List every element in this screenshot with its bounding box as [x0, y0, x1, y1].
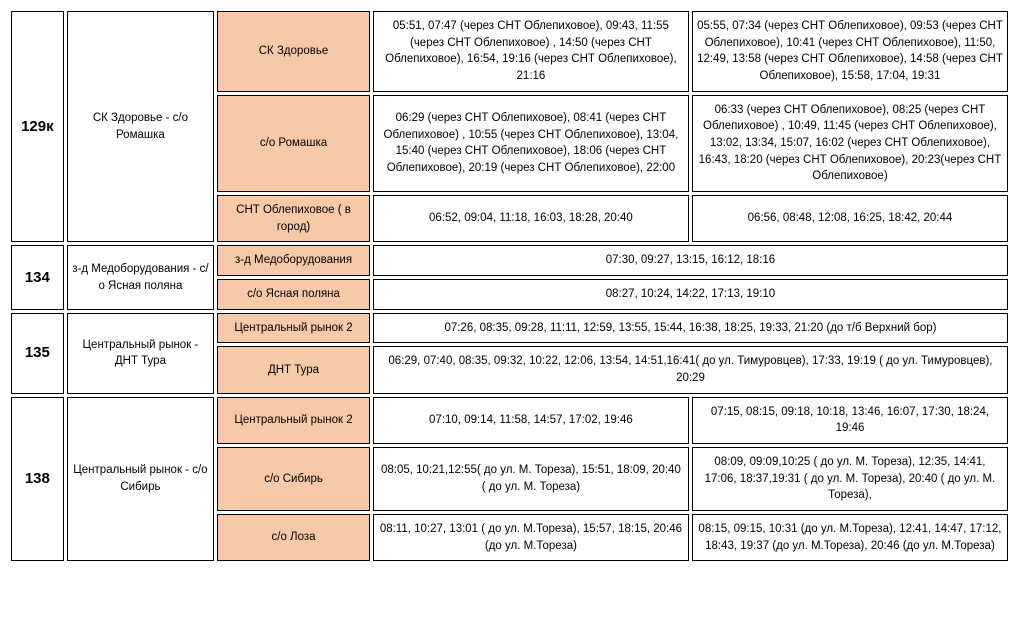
- times-a: 07:10, 09:14, 11:58, 14:57, 17:02, 19:46: [373, 397, 689, 444]
- stop-name: Центральный рынок 2: [217, 313, 370, 344]
- route-name: СК Здоровье - с/о Ромашка: [67, 11, 214, 242]
- stop-name: с/о Ромашка: [217, 95, 370, 192]
- route-number: 135: [11, 313, 64, 394]
- stop-name: с/о Сибирь: [217, 447, 370, 511]
- times-b: 06:33 (через СНТ Облепиховое), 08:25 (че…: [692, 95, 1008, 192]
- route-name: з-д Медоборудования - с/о Ясная поляна: [67, 245, 214, 309]
- table-row: 135 Центральный рынок - ДНТ Тура Централ…: [11, 313, 1008, 344]
- route-name: Центральный рынок - с/о Сибирь: [67, 397, 214, 562]
- times-a: 06:29 (через СНТ Облепиховое), 08:41 (че…: [373, 95, 689, 192]
- stop-name: СНТ Облепиховое ( в город): [217, 195, 370, 242]
- stop-name: СК Здоровье: [217, 11, 370, 92]
- table-row: 129к СК Здоровье - с/о Ромашка СК Здоров…: [11, 11, 1008, 92]
- times-merged: 07:26, 08:35, 09:28, 11:11, 12:59, 13:55…: [373, 313, 1008, 344]
- route-number: 129к: [11, 11, 64, 242]
- stop-name: Центральный рынок 2: [217, 397, 370, 444]
- stop-name: с/о Лоза: [217, 514, 370, 561]
- times-a: 05:51, 07:47 (через СНТ Облепиховое), 09…: [373, 11, 689, 92]
- stop-name: с/о Ясная поляна: [217, 279, 370, 310]
- times-merged: 06:29, 07:40, 08:35, 09:32, 10:22, 12:06…: [373, 346, 1008, 393]
- times-merged: 08:27, 10:24, 14:22, 17:13, 19:10: [373, 279, 1008, 310]
- stop-name: ДНТ Тура: [217, 346, 370, 393]
- times-a: 08:11, 10:27, 13:01 ( до ул. М.Тореза), …: [373, 514, 689, 561]
- times-merged: 07:30, 09:27, 13:15, 16:12, 18:16: [373, 245, 1008, 276]
- route-number: 138: [11, 397, 64, 562]
- times-b: 08:15, 09:15, 10:31 (до ул. М.Тореза), 1…: [692, 514, 1008, 561]
- times-a: 06:52, 09:04, 11:18, 16:03, 18:28, 20:40: [373, 195, 689, 242]
- times-b: 06:56, 08:48, 12:08, 16:25, 18:42, 20:44: [692, 195, 1008, 242]
- times-b: 08:09, 09:09,10:25 ( до ул. М. Тореза), …: [692, 447, 1008, 511]
- route-number: 134: [11, 245, 64, 309]
- times-a: 08:05, 10:21,12:55( до ул. М. Тореза), 1…: [373, 447, 689, 511]
- times-b: 07:15, 08:15, 09:18, 10:18, 13:46, 16:07…: [692, 397, 1008, 444]
- stop-name: з-д Медоборудования: [217, 245, 370, 276]
- route-name: Центральный рынок - ДНТ Тура: [67, 313, 214, 394]
- times-b: 05:55, 07:34 (через СНТ Облепиховое), 09…: [692, 11, 1008, 92]
- table-row: 138 Центральный рынок - с/о Сибирь Центр…: [11, 397, 1008, 444]
- table-row: 134 з-д Медоборудования - с/о Ясная поля…: [11, 245, 1008, 276]
- bus-schedule-table: 129к СК Здоровье - с/о Ромашка СК Здоров…: [8, 8, 1011, 564]
